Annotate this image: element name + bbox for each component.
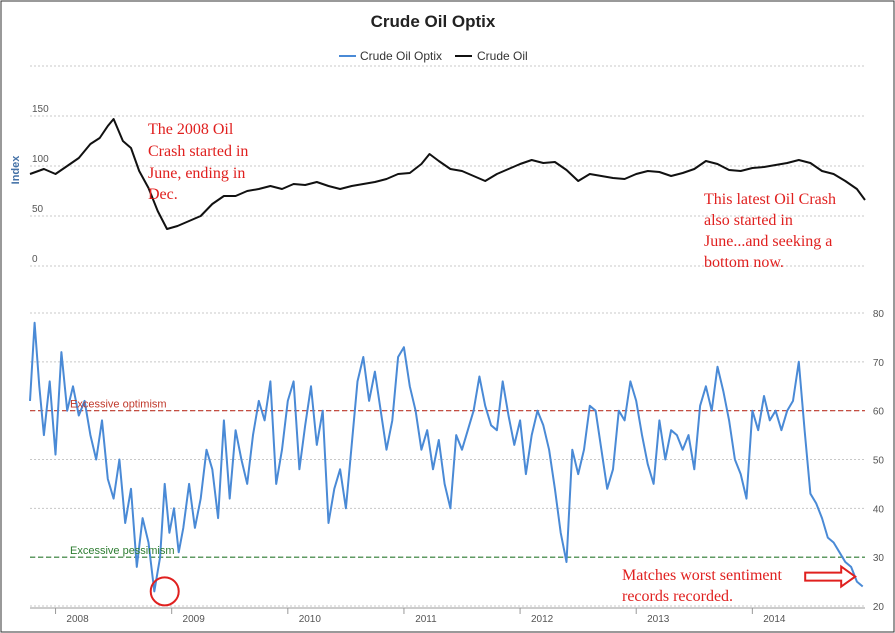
annotation-worst-line-1: Matches worst sentiment (622, 567, 783, 584)
bottom-y-tick-label: 50 (873, 456, 885, 467)
annotation-2008-line-2: Crash started in (148, 143, 248, 160)
bottom-y-tick-label: 80 (873, 309, 885, 320)
crude-oil-series-line (29, 118, 866, 230)
x-tick-label: 2009 (183, 614, 206, 625)
excessive-optimism-label: Excessive optimism (70, 399, 167, 411)
bottom-panel-y-ticks: 20 30 40 50 60 70 80 (873, 309, 885, 613)
bottom-y-tick-label: 70 (873, 358, 885, 369)
annotation-2008-line-4: Dec. (148, 186, 178, 203)
top-y-tick-label: 50 (32, 204, 44, 215)
x-axis-ticks: 2008 2009 2010 2011 2012 2013 2014 (30, 607, 865, 625)
legend[interactable]: Crude Oil Optix Crude Oil (339, 49, 528, 63)
x-tick-label: 2010 (299, 614, 322, 625)
top-y-tick-label: 100 (32, 154, 49, 165)
top-y-tick-label: 150 (32, 104, 49, 115)
legend-item-optix[interactable]: Crude Oil Optix (360, 49, 442, 63)
annotation-latest-line-1: This latest Oil Crash (704, 191, 836, 208)
bottom-y-tick-label: 30 (873, 553, 885, 564)
legend-item-crude[interactable]: Crude Oil (477, 49, 528, 63)
x-tick-label: 2014 (763, 614, 786, 625)
bottom-y-tick-label: 40 (873, 504, 885, 515)
top-panel-y-ticks: 0 50 100 150 (32, 104, 49, 265)
annotation-latest-line-4: bottom now. (704, 254, 784, 271)
x-tick-label: 2013 (647, 614, 670, 625)
annotation-latest-line-2: also started in (704, 212, 793, 229)
bottom-y-tick-label: 20 (873, 602, 885, 613)
top-y-tick-label: 0 (32, 254, 38, 265)
pointer-arrow (804, 564, 857, 589)
x-tick-label: 2011 (415, 614, 437, 625)
chart-title: Crude Oil Optix (371, 12, 496, 31)
annotation-latest-line-3: June...and seeking a (704, 233, 832, 250)
x-tick-label: 2012 (531, 614, 554, 625)
annotation-2008-line-1: The 2008 Oil (148, 121, 234, 138)
annotation-2008-line-3: June, ending in (148, 165, 245, 182)
annotation-worst-sentiment: Matches worst sentiment records recorded… (622, 567, 783, 605)
crude-oil-optix-series-line (29, 321, 864, 593)
x-tick-label: 2008 (66, 614, 89, 625)
excessive-pessimism-label: Excessive pessimism (70, 545, 175, 557)
low-sentiment-highlight-circle (149, 576, 180, 607)
top-y-axis-title: Index (10, 155, 22, 185)
annotation-worst-line-2: records recorded. (622, 588, 733, 605)
bottom-y-tick-label: 60 (873, 407, 885, 418)
annotation-2008-crash: The 2008 Oil Crash started in June, endi… (148, 121, 248, 203)
annotation-latest-crash: This latest Oil Crash also started in Ju… (704, 191, 836, 271)
